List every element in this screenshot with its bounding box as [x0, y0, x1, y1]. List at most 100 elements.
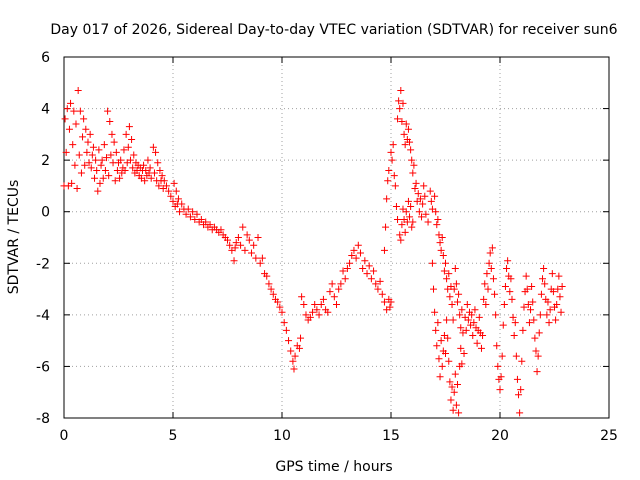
data-point-marker — [232, 239, 240, 247]
data-point-marker — [337, 280, 345, 288]
data-point-marker — [356, 249, 364, 257]
x-tick-label: 10 — [273, 428, 291, 444]
data-point-marker — [184, 205, 192, 213]
data-point-marker — [189, 208, 197, 216]
data-point-marker — [468, 311, 476, 319]
data-point-marker — [510, 331, 518, 339]
data-point-marker — [313, 306, 321, 314]
data-point-marker — [388, 156, 396, 164]
data-point-marker — [455, 290, 463, 298]
data-point-marker — [432, 326, 440, 334]
data-point-marker — [449, 406, 457, 414]
data-point-marker — [447, 396, 455, 404]
data-point-marker — [97, 161, 105, 169]
data-point-marker — [110, 138, 118, 146]
data-point-marker — [85, 159, 93, 167]
data-point-marker — [473, 339, 481, 347]
data-point-marker — [545, 319, 553, 327]
data-point-marker — [470, 319, 478, 327]
data-point-marker — [424, 218, 432, 226]
data-point-marker — [245, 236, 253, 244]
data-point-marker — [269, 290, 277, 298]
data-point-marker — [256, 259, 264, 267]
data-point-marker — [544, 298, 552, 306]
data-point-marker — [533, 368, 541, 376]
data-point-marker — [409, 218, 417, 226]
data-point-marker — [363, 270, 371, 278]
data-point-marker — [434, 319, 442, 327]
data-point-marker — [65, 125, 73, 133]
data-point-marker — [504, 257, 512, 265]
data-point-marker — [234, 234, 242, 241]
data-point-marker — [120, 146, 128, 154]
data-point-marker — [394, 215, 402, 223]
data-point-marker — [376, 277, 384, 285]
data-point-marker — [453, 380, 461, 388]
y-tick-label: 2 — [41, 153, 50, 169]
data-point-marker — [414, 190, 422, 198]
data-point-marker — [93, 166, 101, 174]
data-point-marker — [160, 177, 168, 185]
data-point-marker — [317, 301, 325, 309]
data-point-marker — [494, 362, 502, 370]
data-point-marker — [315, 311, 323, 319]
data-point-marker — [442, 259, 449, 267]
data-point-marker — [402, 120, 410, 128]
data-point-marker — [108, 130, 116, 138]
data-point-marker — [341, 275, 349, 283]
data-point-marker — [409, 169, 417, 177]
x-tick-label: 15 — [382, 428, 400, 444]
data-point-marker — [361, 257, 369, 265]
data-point-marker — [509, 313, 517, 321]
data-point-marker — [162, 182, 170, 190]
data-point-marker — [507, 275, 515, 283]
data-point-marker — [457, 324, 465, 332]
data-point-marker — [537, 290, 545, 298]
data-point-marker — [141, 177, 149, 185]
data-point-marker — [83, 148, 91, 156]
data-point-marker — [555, 272, 563, 280]
data-point-marker — [530, 316, 538, 324]
data-point-marker — [430, 285, 438, 293]
data-point-marker — [224, 236, 231, 244]
data-point-marker — [278, 308, 286, 316]
data-point-marker — [230, 257, 238, 265]
data-point-marker — [111, 177, 119, 185]
data-point-marker — [365, 262, 373, 270]
data-point-marker — [479, 331, 487, 339]
data-point-marker — [106, 117, 114, 125]
data-point-marker — [511, 319, 519, 327]
x-tick-label: 25 — [600, 428, 618, 444]
data-point-marker — [92, 156, 100, 164]
data-point-marker — [99, 174, 107, 182]
data-point-marker — [298, 293, 306, 301]
data-point-marker — [401, 141, 409, 149]
data-point-marker — [412, 179, 420, 187]
series-sdtvar — [60, 87, 566, 417]
data-point-marker — [167, 192, 175, 200]
data-point-marker — [383, 195, 391, 203]
data-point-marker — [394, 115, 402, 123]
data-point-marker — [84, 138, 92, 146]
data-point-marker — [397, 87, 405, 95]
data-point-marker — [182, 210, 190, 218]
data-point-marker — [392, 203, 400, 211]
data-point-marker — [438, 234, 446, 241]
data-point-marker — [436, 239, 444, 247]
data-point-marker — [480, 295, 488, 303]
data-point-marker — [169, 197, 177, 205]
data-point-marker — [499, 321, 507, 329]
data-point-marker — [91, 174, 99, 182]
data-point-marker — [254, 234, 262, 241]
data-point-marker — [475, 313, 483, 321]
data-point-marker — [191, 215, 199, 223]
data-point-marker — [250, 241, 258, 249]
data-point-marker — [386, 303, 394, 311]
data-point-marker — [456, 311, 464, 319]
data-point-marker — [343, 264, 351, 272]
data-point-marker — [295, 344, 303, 352]
data-point-marker — [453, 298, 461, 306]
data-point-marker — [276, 303, 284, 311]
data-point-marker — [422, 210, 430, 218]
data-point-marker — [477, 344, 485, 352]
